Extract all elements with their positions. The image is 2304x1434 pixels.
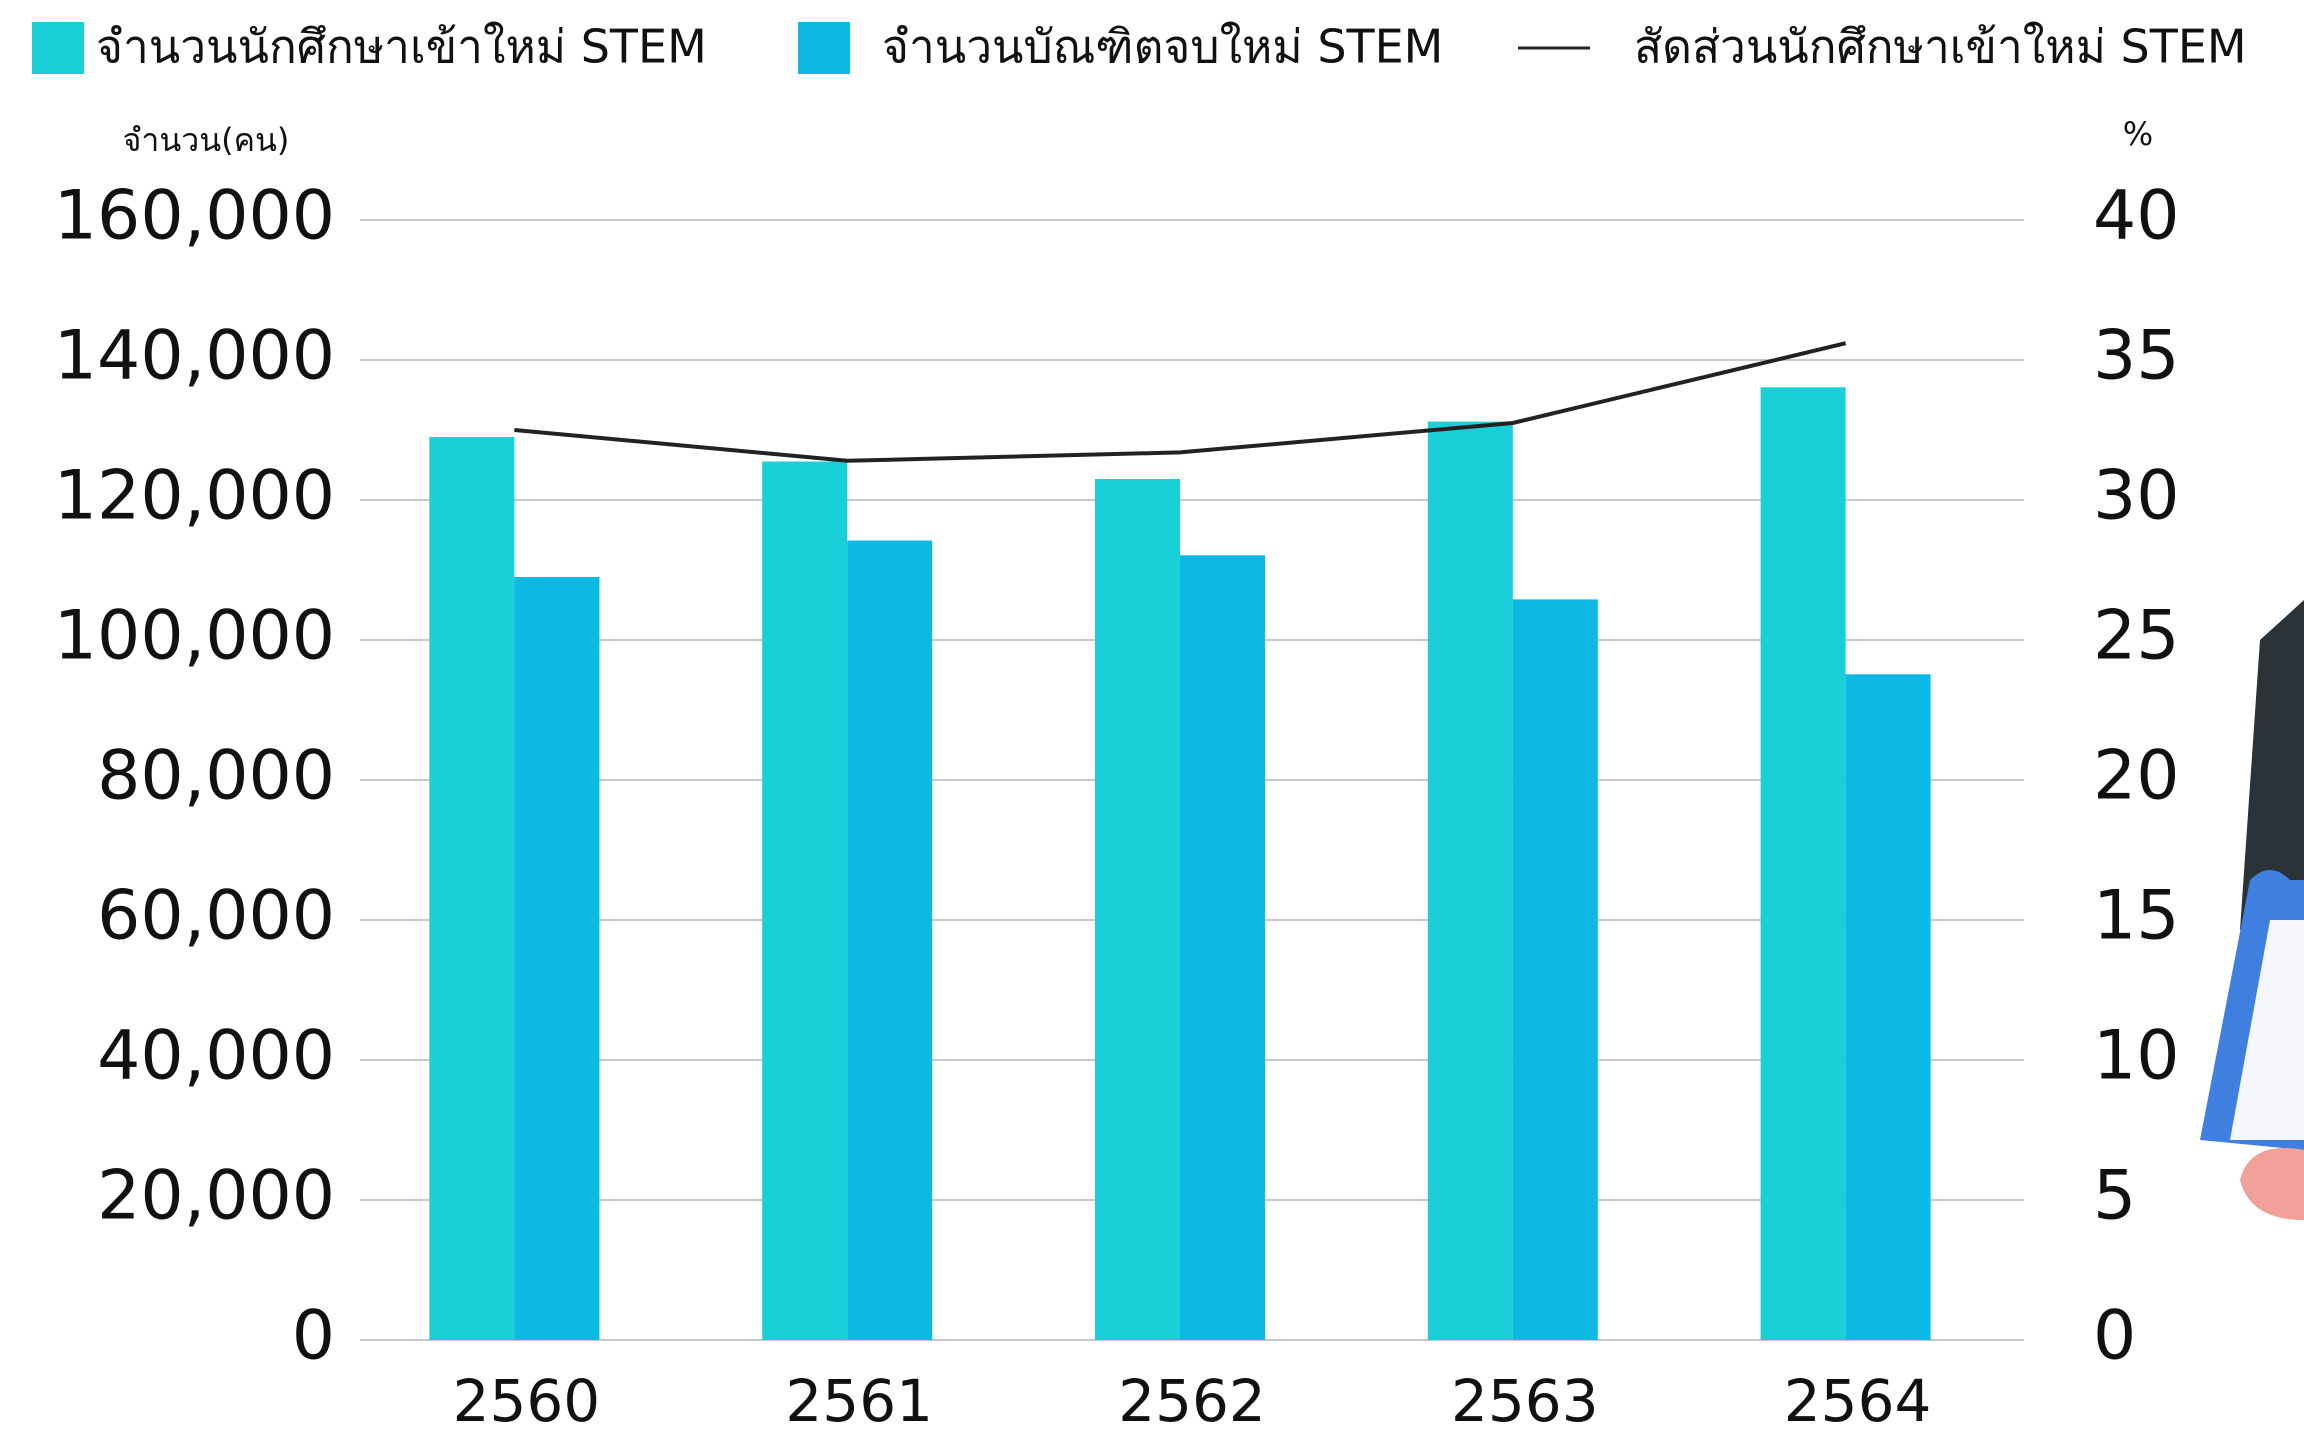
y-tick-label: 80,000 (97, 737, 335, 816)
decoration (2200, 600, 2304, 1220)
y2-tick-label: 10 (2093, 1017, 2180, 1096)
y2-tick-label: 0 (2093, 1297, 2136, 1376)
bar (1427, 421, 1513, 1341)
y-tick-label: 120,000 (54, 457, 335, 536)
y2-tick-label: 20 (2093, 737, 2180, 816)
legend-label: จำนวนบัณฑิตจบใหม่ STEM (882, 20, 1443, 74)
y-axis-label: จำนวน(คน) (123, 121, 290, 159)
y-tick-label: 40,000 (97, 1017, 335, 1096)
bar (1512, 599, 1598, 1340)
y-tick-label: 160,000 (54, 177, 335, 256)
y2-tick-label: 40 (2093, 177, 2180, 256)
y2-tick-label: 5 (2093, 1157, 2136, 1236)
line (514, 341, 1847, 463)
y2-tick-label: 35 (2093, 317, 2180, 396)
x-tick-label: 2561 (785, 1367, 933, 1434)
x-tick-label: 2563 (1451, 1367, 1599, 1434)
x-tick-label: 2562 (1118, 1367, 1266, 1434)
legend-swatch (32, 22, 84, 74)
bar (762, 461, 848, 1340)
x-tick-label: 2560 (453, 1367, 601, 1434)
bar (1180, 555, 1265, 1340)
bar (847, 540, 933, 1340)
y2-tick-label: 15 (2093, 877, 2180, 956)
y-tick-label: 60,000 (97, 877, 335, 956)
legend-label: สัดส่วนนักศึกษาเข้าใหม่ STEM (1634, 20, 2247, 74)
x-tick-label: 2564 (1784, 1367, 1932, 1434)
bar (1760, 387, 1846, 1340)
bar (1845, 674, 1931, 1340)
legend-label: จำนวนนักศึกษาเข้าใหม่ STEM (96, 20, 707, 74)
bar (429, 437, 515, 1340)
y2-axis-label: % (2123, 115, 2153, 153)
y2-tick-label: 30 (2093, 457, 2180, 536)
legend-swatch (798, 22, 850, 74)
bar (1095, 479, 1180, 1340)
y-tick-label: 140,000 (54, 317, 335, 396)
bar (514, 577, 600, 1340)
y-tick-label: 20,000 (97, 1157, 335, 1236)
y-tick-label: 100,000 (54, 597, 335, 676)
y-tick-label: 0 (292, 1297, 335, 1376)
y2-tick-label: 25 (2093, 597, 2180, 676)
